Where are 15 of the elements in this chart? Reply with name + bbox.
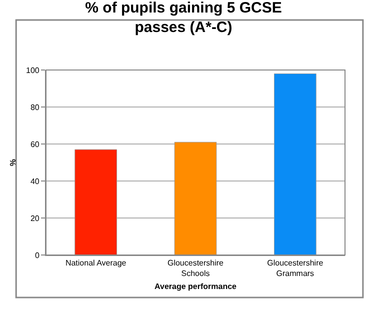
bar (74, 149, 118, 255)
y-tick-label: 40 (30, 176, 40, 186)
bar (174, 142, 217, 255)
y-tick-label: 80 (30, 102, 40, 112)
bar (274, 73, 316, 255)
y-tick-label: 20 (30, 214, 40, 223)
y-tick-label: 100 (26, 66, 40, 75)
y-axis-title: % (8, 158, 18, 166)
x-tick-label: Gloucestershire Schools (167, 258, 224, 278)
chart-title: % of pupils gaining 5 GCSE passes (A*-C) (85, 0, 282, 36)
y-tick-label: 60 (30, 140, 40, 149)
x-axis-title: Average performance (154, 282, 238, 292)
y-tick-label: 0 (34, 250, 40, 260)
x-tick-label: Gloucestershire Grammars (267, 258, 324, 278)
x-tick-label: National Average (65, 258, 127, 268)
